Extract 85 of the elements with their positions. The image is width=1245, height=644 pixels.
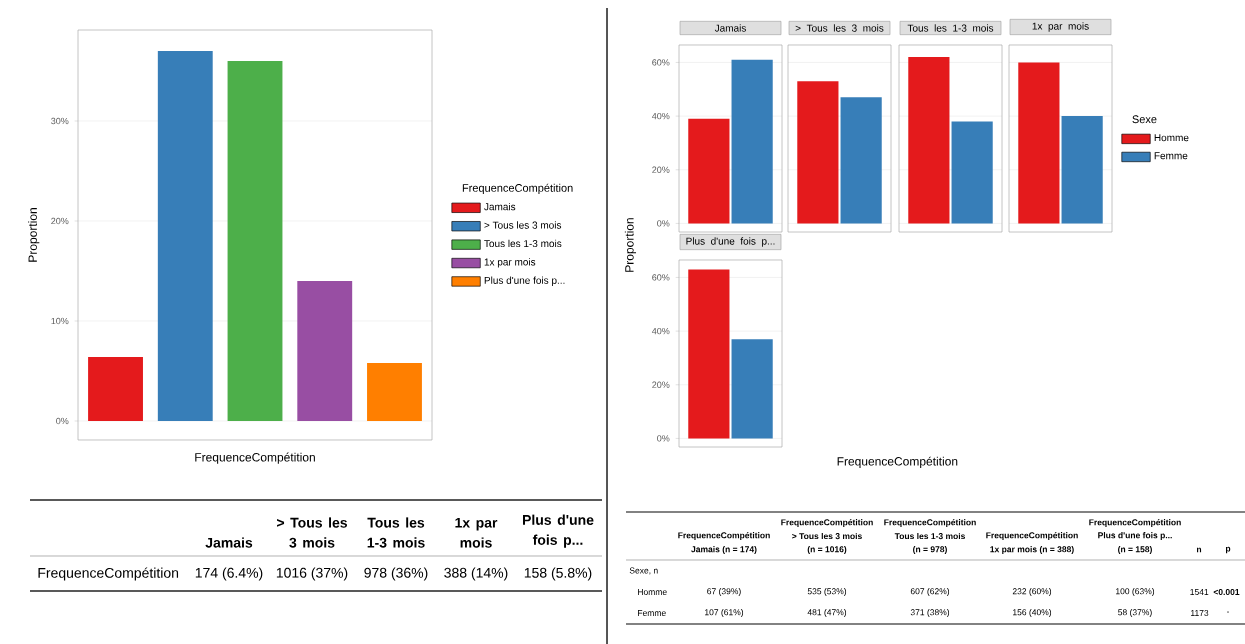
text: (n = 978) <box>913 546 947 554</box>
text: FrequenceCompétition <box>678 532 770 540</box>
text: Plus d'une fois p... <box>1098 532 1172 540</box>
x-tick-label: Jamais <box>714 24 746 32</box>
text: 1173 <box>1191 609 1209 616</box>
text: > Tous les 3 mois <box>792 532 862 540</box>
text: <0.001 <box>1213 588 1240 595</box>
text: 607 (62%) <box>910 588 950 596</box>
text: 371 (38%) <box>910 609 950 617</box>
legend-title: FrequenceCompétition <box>462 183 573 195</box>
text: 58 (37%) <box>1118 609 1152 617</box>
bar <box>227 61 283 421</box>
legend-label: Homme <box>1154 134 1189 142</box>
text: 1x par mois (n = 388) <box>990 546 1074 554</box>
text: Homme <box>638 589 667 595</box>
bar <box>157 51 213 421</box>
y-axis-title: Proportion <box>28 208 40 262</box>
text: 978 (36%) <box>364 567 428 581</box>
bar <box>297 281 353 421</box>
text: - <box>1226 611 1230 613</box>
legend-label: Jamais <box>484 202 516 211</box>
text: 388 (14%) <box>444 567 508 581</box>
legend-title: Sexe <box>1132 115 1157 124</box>
text: Sexe, n <box>629 567 658 575</box>
text: 1x par mois <box>455 517 498 548</box>
y-tick-label: 20% <box>51 217 69 225</box>
text: 100 (63%) <box>1116 588 1155 596</box>
legend-label: 1x par mois <box>484 258 536 268</box>
text: Tous les 1-3 mois <box>367 517 425 548</box>
y-tick-label: 10% <box>51 317 69 325</box>
y-tick-label: 20% <box>652 381 670 388</box>
y-tick-label: 40% <box>651 327 670 335</box>
text: FrequenceCompétition <box>38 567 179 581</box>
text: 1541 <box>1190 589 1209 595</box>
x-tick-label: > Tous les 3 mois <box>795 24 884 32</box>
x-tick-label: 1x par mois <box>1032 22 1089 32</box>
bar <box>688 118 730 224</box>
text: Jamais (n = 174) <box>691 546 757 554</box>
bar <box>1061 116 1103 224</box>
text: FrequenceCompétition <box>986 532 1078 540</box>
text: FrequenceCompétition <box>1089 519 1181 527</box>
text: Jamais <box>205 537 253 548</box>
text: p <box>1225 546 1231 554</box>
text: 156 (40%) <box>1013 609 1052 617</box>
legend-label: Plus d'une fois p... <box>484 276 565 286</box>
bar <box>908 57 950 224</box>
x-tick-label: Tous les 1-3 mois <box>907 24 994 32</box>
legend-label: Femme <box>1154 152 1188 160</box>
text: 535 (53%) <box>807 588 847 596</box>
text: 1016 (37%) <box>276 567 348 581</box>
text: 158 (5.8%) <box>524 567 592 581</box>
y-tick-label: 20% <box>652 166 670 173</box>
bar <box>951 121 993 224</box>
y-tick-label: 60% <box>652 274 670 281</box>
text: Plus d'une fois p... <box>523 514 594 548</box>
text: (n = 158) <box>1118 546 1152 554</box>
y-tick-label: 30% <box>51 117 69 125</box>
text: Femme <box>638 610 666 616</box>
legend-label: Tous les 1-3 mois <box>484 239 562 248</box>
text: Tous les 1-3 mois <box>894 532 965 540</box>
bar <box>840 97 882 224</box>
text: 481 (47%) <box>807 609 847 617</box>
text: (n = 1016) <box>807 546 847 554</box>
text: FrequenceCompétition <box>884 519 976 527</box>
text: 107 (61%) <box>705 609 744 617</box>
text: > Tous les 3 mois <box>277 517 348 548</box>
legend-label: > Tous les 3 mois <box>484 221 562 229</box>
y-tick-label: 0% <box>657 435 670 442</box>
bar <box>88 356 143 421</box>
y-tick-label: 60% <box>652 59 670 66</box>
bar <box>367 362 422 421</box>
y-tick-label: 0% <box>657 220 670 227</box>
text: n <box>1196 547 1202 553</box>
y-axis-title: Proportion <box>624 218 637 272</box>
text: 174 (6.4%) <box>195 567 263 581</box>
text: FrequenceCompétition <box>781 519 873 527</box>
text: 232 (60%) <box>1012 588 1052 596</box>
bar <box>797 81 839 224</box>
x-axis-title: FrequenceCompétition <box>837 456 958 468</box>
y-tick-label: 0% <box>56 417 69 425</box>
text: 67 (39%) <box>707 588 741 596</box>
x-axis-title: FrequenceCompétition <box>195 452 315 464</box>
y-tick-label: 40% <box>651 112 670 120</box>
bar <box>1018 62 1060 224</box>
bar <box>731 59 773 224</box>
